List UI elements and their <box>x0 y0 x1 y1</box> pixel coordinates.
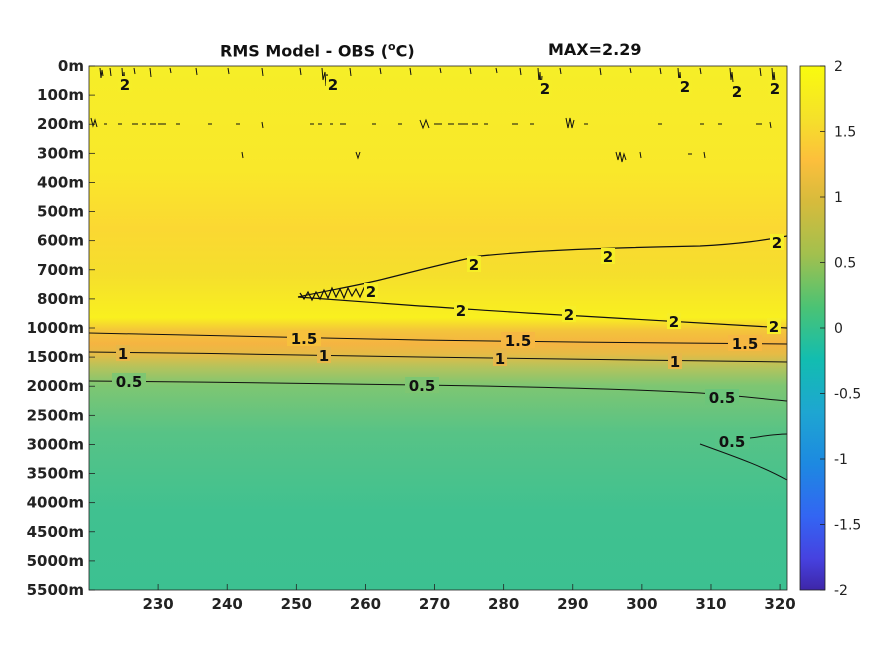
y-tick-label: 0m <box>58 57 84 75</box>
y-axis: 0m 100m 200m 300m 400m 500m 600m 700m 800m 1000m 1… <box>27 57 95 599</box>
x-tick-label: 290 <box>557 595 588 613</box>
x-tick-label: 230 <box>142 595 173 613</box>
contour-label: 2 <box>366 283 376 301</box>
y-tick-label: 1000m <box>27 319 84 337</box>
contour-label: 2 <box>120 76 130 94</box>
y-tick-label: 2000m <box>27 377 84 395</box>
contour-label: 1.5 <box>732 335 759 353</box>
colorbar-tick-label: 1 <box>834 190 843 206</box>
y-tick-label: 700m <box>37 261 84 279</box>
y-tick-label: 4000m <box>27 494 84 512</box>
colorbar-tick-label: 1.5 <box>834 125 856 141</box>
contour-label: 2 <box>603 248 613 266</box>
x-tick-label: 280 <box>488 595 519 613</box>
contour-label: 2 <box>769 318 779 336</box>
colorbar-tick-label: -0.5 <box>834 387 861 403</box>
contour-label: 1 <box>118 345 128 363</box>
contour-label: 2 <box>564 306 574 324</box>
title-degree-sup: o <box>388 40 396 53</box>
contour-label: 1.5 <box>505 332 532 350</box>
contour-label: 2 <box>770 80 780 98</box>
y-tick-label: 300m <box>37 144 84 162</box>
y-tick-label: 1500m <box>27 348 84 366</box>
y-tick-label: 3000m <box>27 435 84 453</box>
x-tick-label: 250 <box>281 595 312 613</box>
title-unit: C) <box>395 41 415 61</box>
contour-label: 2 <box>469 256 479 274</box>
x-tick-label: 240 <box>212 595 243 613</box>
surface-contours <box>90 67 776 163</box>
colorbar-tick-label: -1.5 <box>834 518 861 534</box>
y-tick-label: 5500m <box>27 581 84 599</box>
title-text: RMS Model - OBS ( <box>220 41 389 61</box>
y-tick-label: 3500m <box>27 465 84 483</box>
y-tick-label: 5000m <box>27 552 84 570</box>
colorbar-tick-label: 0.5 <box>834 256 856 272</box>
contour-label: 2 <box>456 302 466 320</box>
contour-label: 2 <box>772 234 782 252</box>
contour-label: 2 <box>669 313 679 331</box>
contour-label: 0.5 <box>719 433 746 451</box>
x-tick-label: 270 <box>419 595 450 613</box>
y-tick-label: 100m <box>37 86 84 104</box>
contour-label: 1.5 <box>291 330 318 348</box>
y-tick-label: 4500m <box>27 523 84 541</box>
contour-label: 0.5 <box>116 373 143 391</box>
contour-label: 1 <box>670 353 680 371</box>
y-tick-label: 600m <box>37 232 84 250</box>
x-tick-label: 320 <box>764 595 795 613</box>
contour-label: 1 <box>495 350 505 368</box>
colorbar-tick-label: 2 <box>834 59 843 75</box>
contour-label: 2 <box>680 78 690 96</box>
x-tick-label: 260 <box>350 595 381 613</box>
contour-label: 1 <box>319 347 329 365</box>
colorbar-tick-label: -1 <box>834 452 848 468</box>
colorbar-tick-label: -2 <box>834 583 848 599</box>
wedge-contours <box>297 235 788 329</box>
x-tick-label: 310 <box>695 595 726 613</box>
contour-labels: 2 2 2 2 2 2 2 2 2 2 2 2 2 2 1.5 1.5 1.5 … <box>112 76 784 451</box>
y-tick-label: 400m <box>37 173 84 191</box>
contour-label: 2 <box>540 80 550 98</box>
heatmap-field <box>89 66 787 590</box>
x-tick-label: 300 <box>626 595 657 613</box>
y-tick-label: 200m <box>37 115 84 133</box>
colorbar-tick-label: 0 <box>834 321 843 337</box>
colorbar-axis: 2 1.5 1 0.5 0 -0.5 -1 -1.5 -2 <box>820 59 861 599</box>
y-tick-label: 500m <box>37 203 84 221</box>
contour-label: 2 <box>328 76 338 94</box>
chart-title: RMS Model - OBS (oC) <box>220 40 415 60</box>
y-tick-label: 2500m <box>27 406 84 424</box>
contour-label: 2 <box>732 83 742 101</box>
x-axis: 230 240 250 260 270 280 290 300 310 320 <box>142 584 796 613</box>
contour-label: 0.5 <box>409 377 436 395</box>
contour-label: 0.5 <box>709 389 736 407</box>
y-tick-label: 800m <box>37 290 84 308</box>
chart-max-label: MAX=2.29 <box>548 40 642 59</box>
